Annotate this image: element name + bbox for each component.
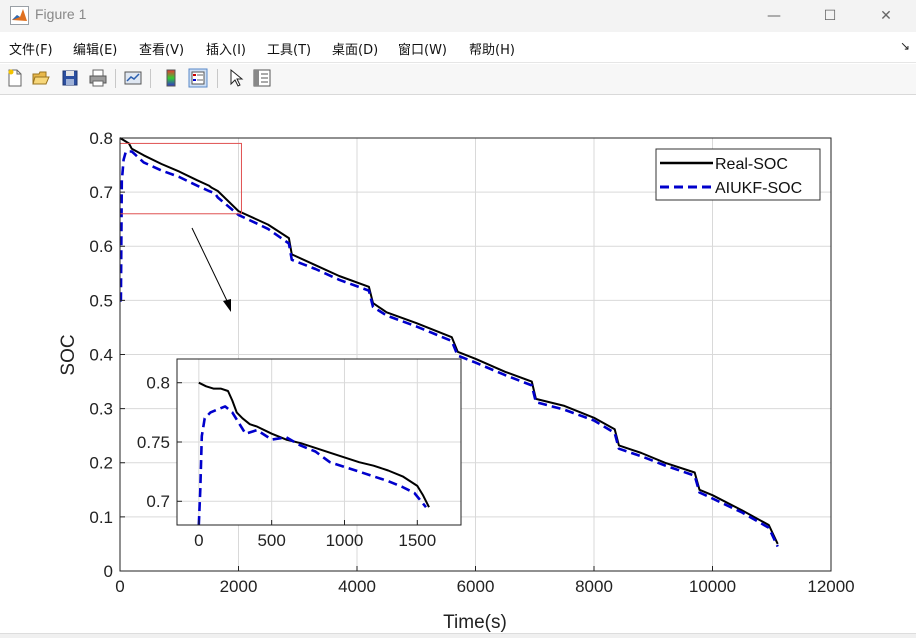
legend-box	[655, 148, 821, 201]
matlab-logo-icon	[10, 6, 29, 25]
menu-file[interactable]: 文件(F)	[9, 43, 53, 58]
maximize-icon: ☐	[823, 8, 837, 24]
main-x-tick-label: 10000	[689, 577, 736, 596]
toolbar-separator	[217, 69, 218, 88]
toolbar-separator	[150, 69, 151, 88]
legend-label-real: Real-SOC	[715, 156, 788, 173]
legend-icon[interactable]	[188, 68, 208, 88]
print-icon[interactable]	[88, 68, 108, 88]
x-axis-label: Time(s)	[443, 612, 507, 633]
main-y-tick-label: 0.8	[89, 129, 113, 148]
open-file-icon[interactable]	[31, 68, 51, 88]
title-bar: Figure 1 — ☐ ✕	[0, 0, 916, 32]
new-figure-icon[interactable]	[5, 68, 25, 88]
legend-label-aiukf: AIUKF-SOC	[715, 180, 802, 197]
menu-window[interactable]: 窗口(W)	[398, 43, 447, 58]
menu-tools[interactable]: 工具(T)	[267, 43, 312, 58]
main-x-tick-label: 0	[115, 577, 124, 596]
y-axis-label: SOC	[58, 334, 79, 375]
save-icon[interactable]	[60, 68, 80, 88]
main-y-tick-label: 0.2	[89, 454, 113, 473]
main-y-tick-label: 0	[104, 562, 113, 581]
close-icon: ✕	[880, 8, 892, 24]
zoom-arrow	[191, 227, 230, 306]
minimize-icon: —	[767, 8, 781, 24]
menu-overflow-icon[interactable]: ↘	[899, 39, 910, 53]
inset-y-tick-label: 0.8	[146, 374, 170, 393]
main-y-tick-label: 0.4	[89, 345, 113, 364]
inset-y-tick-label: 0.7	[146, 492, 170, 511]
menu-view[interactable]: 查看(V)	[139, 43, 185, 58]
toolbar	[0, 64, 916, 95]
menu-edit[interactable]: 编辑(E)	[73, 43, 118, 58]
property-inspector-icon[interactable]	[252, 68, 272, 88]
main-y-tick-label: 0.3	[89, 400, 113, 419]
main-x-tick-label: 6000	[457, 577, 495, 596]
inset-x-tick-label: 500	[257, 531, 285, 550]
main-y-tick-label: 0.5	[89, 291, 113, 310]
main-x-tick-label: 2000	[220, 577, 258, 596]
inset-x-tick-label: 0	[194, 531, 203, 550]
status-strip	[0, 633, 916, 638]
pointer-icon[interactable]	[226, 68, 246, 88]
main-x-tick-label: 12000	[807, 577, 854, 596]
colorbar-icon[interactable]	[161, 68, 181, 88]
minimize-button[interactable]: —	[744, 0, 804, 32]
main-y-tick-label: 0.7	[89, 183, 113, 202]
main-x-tick-label: 8000	[575, 577, 613, 596]
inset-real-soc-line	[198, 381, 430, 508]
toolbar-separator	[115, 69, 116, 88]
figure-canvas: 0 2000 4000 6000 8000 10000 12000 0 0.1 0.2 0.3 0.4…	[0, 95, 916, 633]
zoom-arrow-head	[223, 299, 231, 312]
main-aiukf-soc-line	[119, 150, 779, 548]
plot-area: 0 2000 4000 6000 8000 10000 1200000.10.20.30.4…	[58, 129, 855, 633]
inset-aiukf-soc-line	[197, 405, 428, 526]
main-y-tick-label: 0.1	[89, 508, 113, 527]
menu-insert[interactable]: 插入(I)	[206, 43, 246, 58]
inset-y-tick-label: 0.75	[137, 433, 170, 452]
maximize-button[interactable]: ☐	[800, 0, 860, 32]
legend: Real-SOC AIUKF-SOC	[655, 148, 821, 201]
menu-desktop[interactable]: 桌面(D)	[332, 43, 379, 58]
menu-help[interactable]: 帮助(H)	[469, 43, 515, 58]
inset-x-tick-label: 1000	[326, 531, 364, 550]
main-x-tick-label: 4000	[338, 577, 376, 596]
inset-axes: 0 500 1000 1500 0.7 0.75 0.8	[137, 358, 462, 550]
main-y-tick-label: 0.6	[89, 237, 113, 256]
link-plot-icon[interactable]	[123, 68, 143, 88]
main-real-soc-line	[119, 137, 779, 545]
close-button[interactable]: ✕	[856, 0, 916, 32]
window-title: Figure 1	[35, 6, 87, 22]
inset-x-tick-label: 1500	[398, 531, 436, 550]
menu-bar: 文件(F) 编辑(E) 查看(V) 插入(I) 工具(T) 桌面(D) 窗口(W…	[0, 34, 916, 63]
